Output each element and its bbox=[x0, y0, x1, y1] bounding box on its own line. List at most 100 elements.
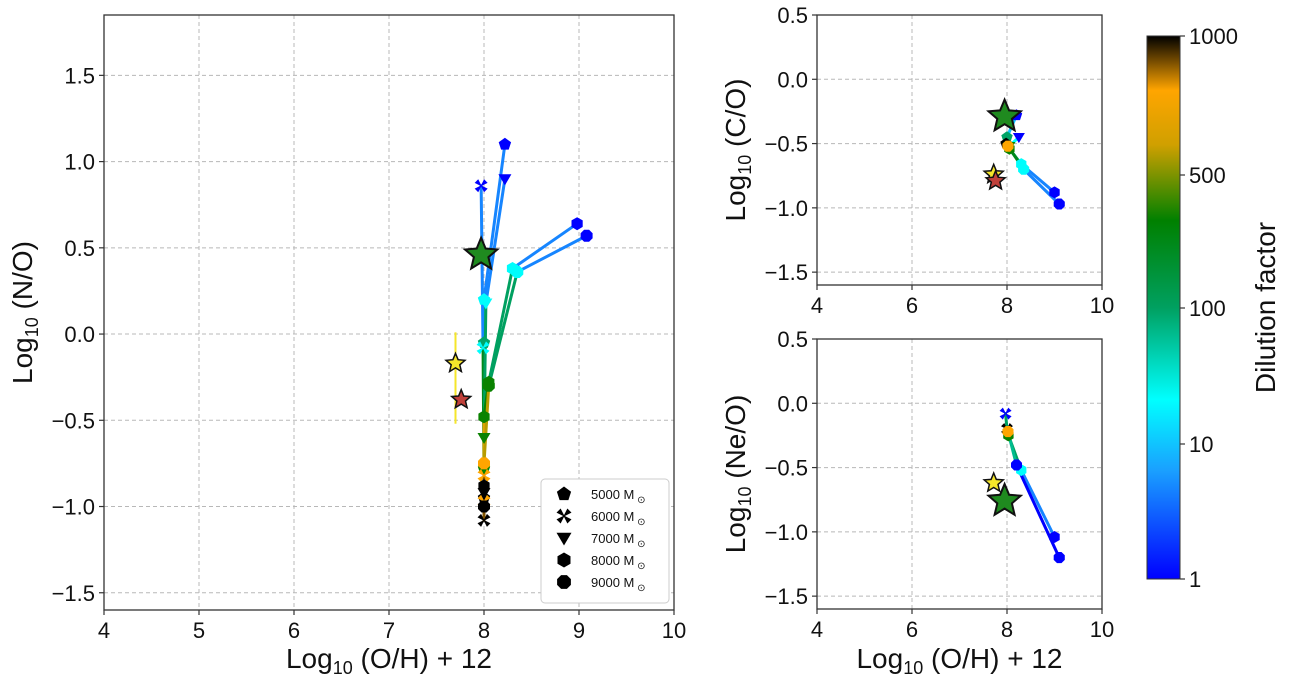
data-point bbox=[1049, 186, 1060, 199]
observed-star-point bbox=[984, 168, 1007, 191]
x-tick-label: 4 bbox=[98, 618, 110, 643]
x-tick-label: 5 bbox=[193, 618, 205, 643]
plot-frame bbox=[816, 14, 1103, 286]
y-tick-label: 1.5 bbox=[64, 63, 95, 88]
y-tick-label: −1.5 bbox=[52, 581, 95, 606]
colorbar-tick-label: 500 bbox=[1189, 163, 1226, 188]
data-point bbox=[478, 410, 490, 424]
legend-label: 6000 M ⊙ bbox=[591, 509, 646, 528]
colorbar-tick-label: 100 bbox=[1189, 296, 1226, 321]
observed-star-point bbox=[986, 481, 1024, 517]
y-tick-label: 1.0 bbox=[64, 150, 95, 175]
data-point bbox=[1049, 531, 1060, 543]
data-point bbox=[511, 266, 524, 278]
legend-label: 5000 M ⊙ bbox=[591, 487, 646, 506]
data-point bbox=[571, 217, 583, 231]
legend-label: 9000 M ⊙ bbox=[591, 575, 646, 594]
x-tick-label: 7 bbox=[383, 618, 395, 643]
x-tick-label: 10 bbox=[1090, 293, 1114, 318]
data-point bbox=[999, 407, 1012, 420]
series-line bbox=[479, 184, 485, 350]
series-line bbox=[1015, 463, 1061, 560]
observed-star-point bbox=[444, 351, 467, 374]
data-point bbox=[1018, 163, 1030, 175]
colorbar-label: Dilution factor bbox=[1250, 222, 1281, 393]
y-axis-label: Log10 (C/O) bbox=[720, 79, 755, 222]
series-line bbox=[511, 222, 579, 271]
x-tick-label: 8 bbox=[1001, 617, 1013, 642]
legend-marker-triangle-down bbox=[556, 532, 572, 546]
x-tick-label: 4 bbox=[811, 617, 823, 642]
y-tick-label: −0.5 bbox=[765, 132, 808, 157]
legend-marker-hexagon bbox=[557, 552, 571, 568]
y-tick-label: −0.5 bbox=[765, 456, 808, 481]
y-tick-label: −1.0 bbox=[765, 196, 808, 221]
data-point bbox=[474, 179, 488, 193]
colorbar-gradient bbox=[1146, 35, 1181, 580]
colorbar-tick-label: 1 bbox=[1189, 567, 1201, 592]
y-tick-label: 0.5 bbox=[64, 236, 95, 261]
data-point bbox=[482, 379, 495, 392]
y-tick-label: 0.5 bbox=[777, 327, 808, 352]
x-tick-label: 6 bbox=[906, 293, 918, 318]
data-point bbox=[477, 488, 491, 500]
y-tick-label: 0.5 bbox=[777, 3, 808, 28]
panel-neo: 4 6 8 10 −1.5 −1.0 −0.5 0.0 0.5 Log10 (Ne/O) Log10… bbox=[720, 327, 1114, 678]
panel-co: 4 6 8 10 −1.5 −1.0 −0.5 0.0 0.5 Log10 (C/O) bbox=[720, 3, 1114, 318]
data-point bbox=[1011, 459, 1022, 471]
y-axis-label: Log10 (N/O) bbox=[7, 241, 42, 384]
colorbar: 1000 500 100 10 1 Dilution factor bbox=[1146, 24, 1281, 592]
x-tick-label: 6 bbox=[288, 618, 300, 643]
series-line bbox=[1022, 167, 1061, 206]
plot-frame bbox=[816, 338, 1103, 610]
legend-marker-x bbox=[556, 508, 572, 524]
legend-label: 8000 M ⊙ bbox=[591, 553, 646, 572]
colorbar-tick-label: 1000 bbox=[1189, 24, 1238, 49]
y-tick-label: 0.0 bbox=[777, 67, 808, 92]
series-line bbox=[482, 142, 507, 302]
y-axis-label: Log10 (Ne/O) bbox=[720, 395, 755, 554]
x-tick-label: 9 bbox=[573, 618, 585, 643]
data-point bbox=[1053, 198, 1065, 210]
y-tick-label: 0.0 bbox=[777, 391, 808, 416]
x-tick-label: 10 bbox=[1090, 617, 1114, 642]
data-point bbox=[1012, 132, 1025, 144]
series-line bbox=[1019, 468, 1056, 539]
y-tick-label: −1.0 bbox=[52, 495, 95, 520]
data-point bbox=[478, 457, 490, 470]
data-point bbox=[1002, 426, 1014, 438]
x-tick-label: 8 bbox=[478, 618, 490, 643]
data-point bbox=[1053, 552, 1065, 564]
data-point bbox=[498, 174, 512, 186]
legend-marker-pentagon bbox=[556, 486, 572, 501]
data-point bbox=[479, 298, 493, 310]
legend-box bbox=[540, 478, 670, 604]
data-point bbox=[478, 500, 490, 513]
y-tick-label: −0.5 bbox=[52, 408, 95, 433]
data-point bbox=[580, 229, 593, 242]
y-tick-label: −1.5 bbox=[765, 584, 808, 609]
series-line bbox=[482, 384, 491, 465]
legend: 5000 M ⊙ 6000 M ⊙ 7000 M ⊙ 8000 M ⊙ 9000 M ⊙ bbox=[540, 478, 670, 604]
data-point bbox=[477, 513, 491, 527]
series-line bbox=[484, 177, 507, 305]
data-point bbox=[477, 432, 491, 445]
series-line bbox=[487, 267, 514, 384]
y-tick-label: −1.0 bbox=[765, 520, 808, 545]
series-line bbox=[515, 234, 589, 274]
series-line bbox=[487, 270, 519, 388]
data-point bbox=[478, 479, 490, 493]
x-tick-label: 4 bbox=[811, 293, 823, 318]
x-tick-label: 8 bbox=[1001, 293, 1013, 318]
x-axis-label: Log10 (O/H) + 12 bbox=[856, 643, 1062, 678]
observed-star-point bbox=[986, 96, 1024, 133]
y-tick-label: −1.5 bbox=[765, 260, 808, 285]
colorbar-tick-label: 10 bbox=[1189, 432, 1213, 457]
y-tick-label: 0.0 bbox=[64, 322, 95, 347]
panel-no: 4 5 6 7 8 9 10 −1.5 −1.0 −0.5 0.0 0.5 1.0 1.5 Log10 (N… bbox=[7, 14, 686, 678]
x-tick-label: 10 bbox=[662, 618, 686, 643]
data-point bbox=[477, 468, 491, 482]
observed-star-point bbox=[982, 471, 1006, 493]
legend-marker-octagon bbox=[557, 575, 571, 589]
